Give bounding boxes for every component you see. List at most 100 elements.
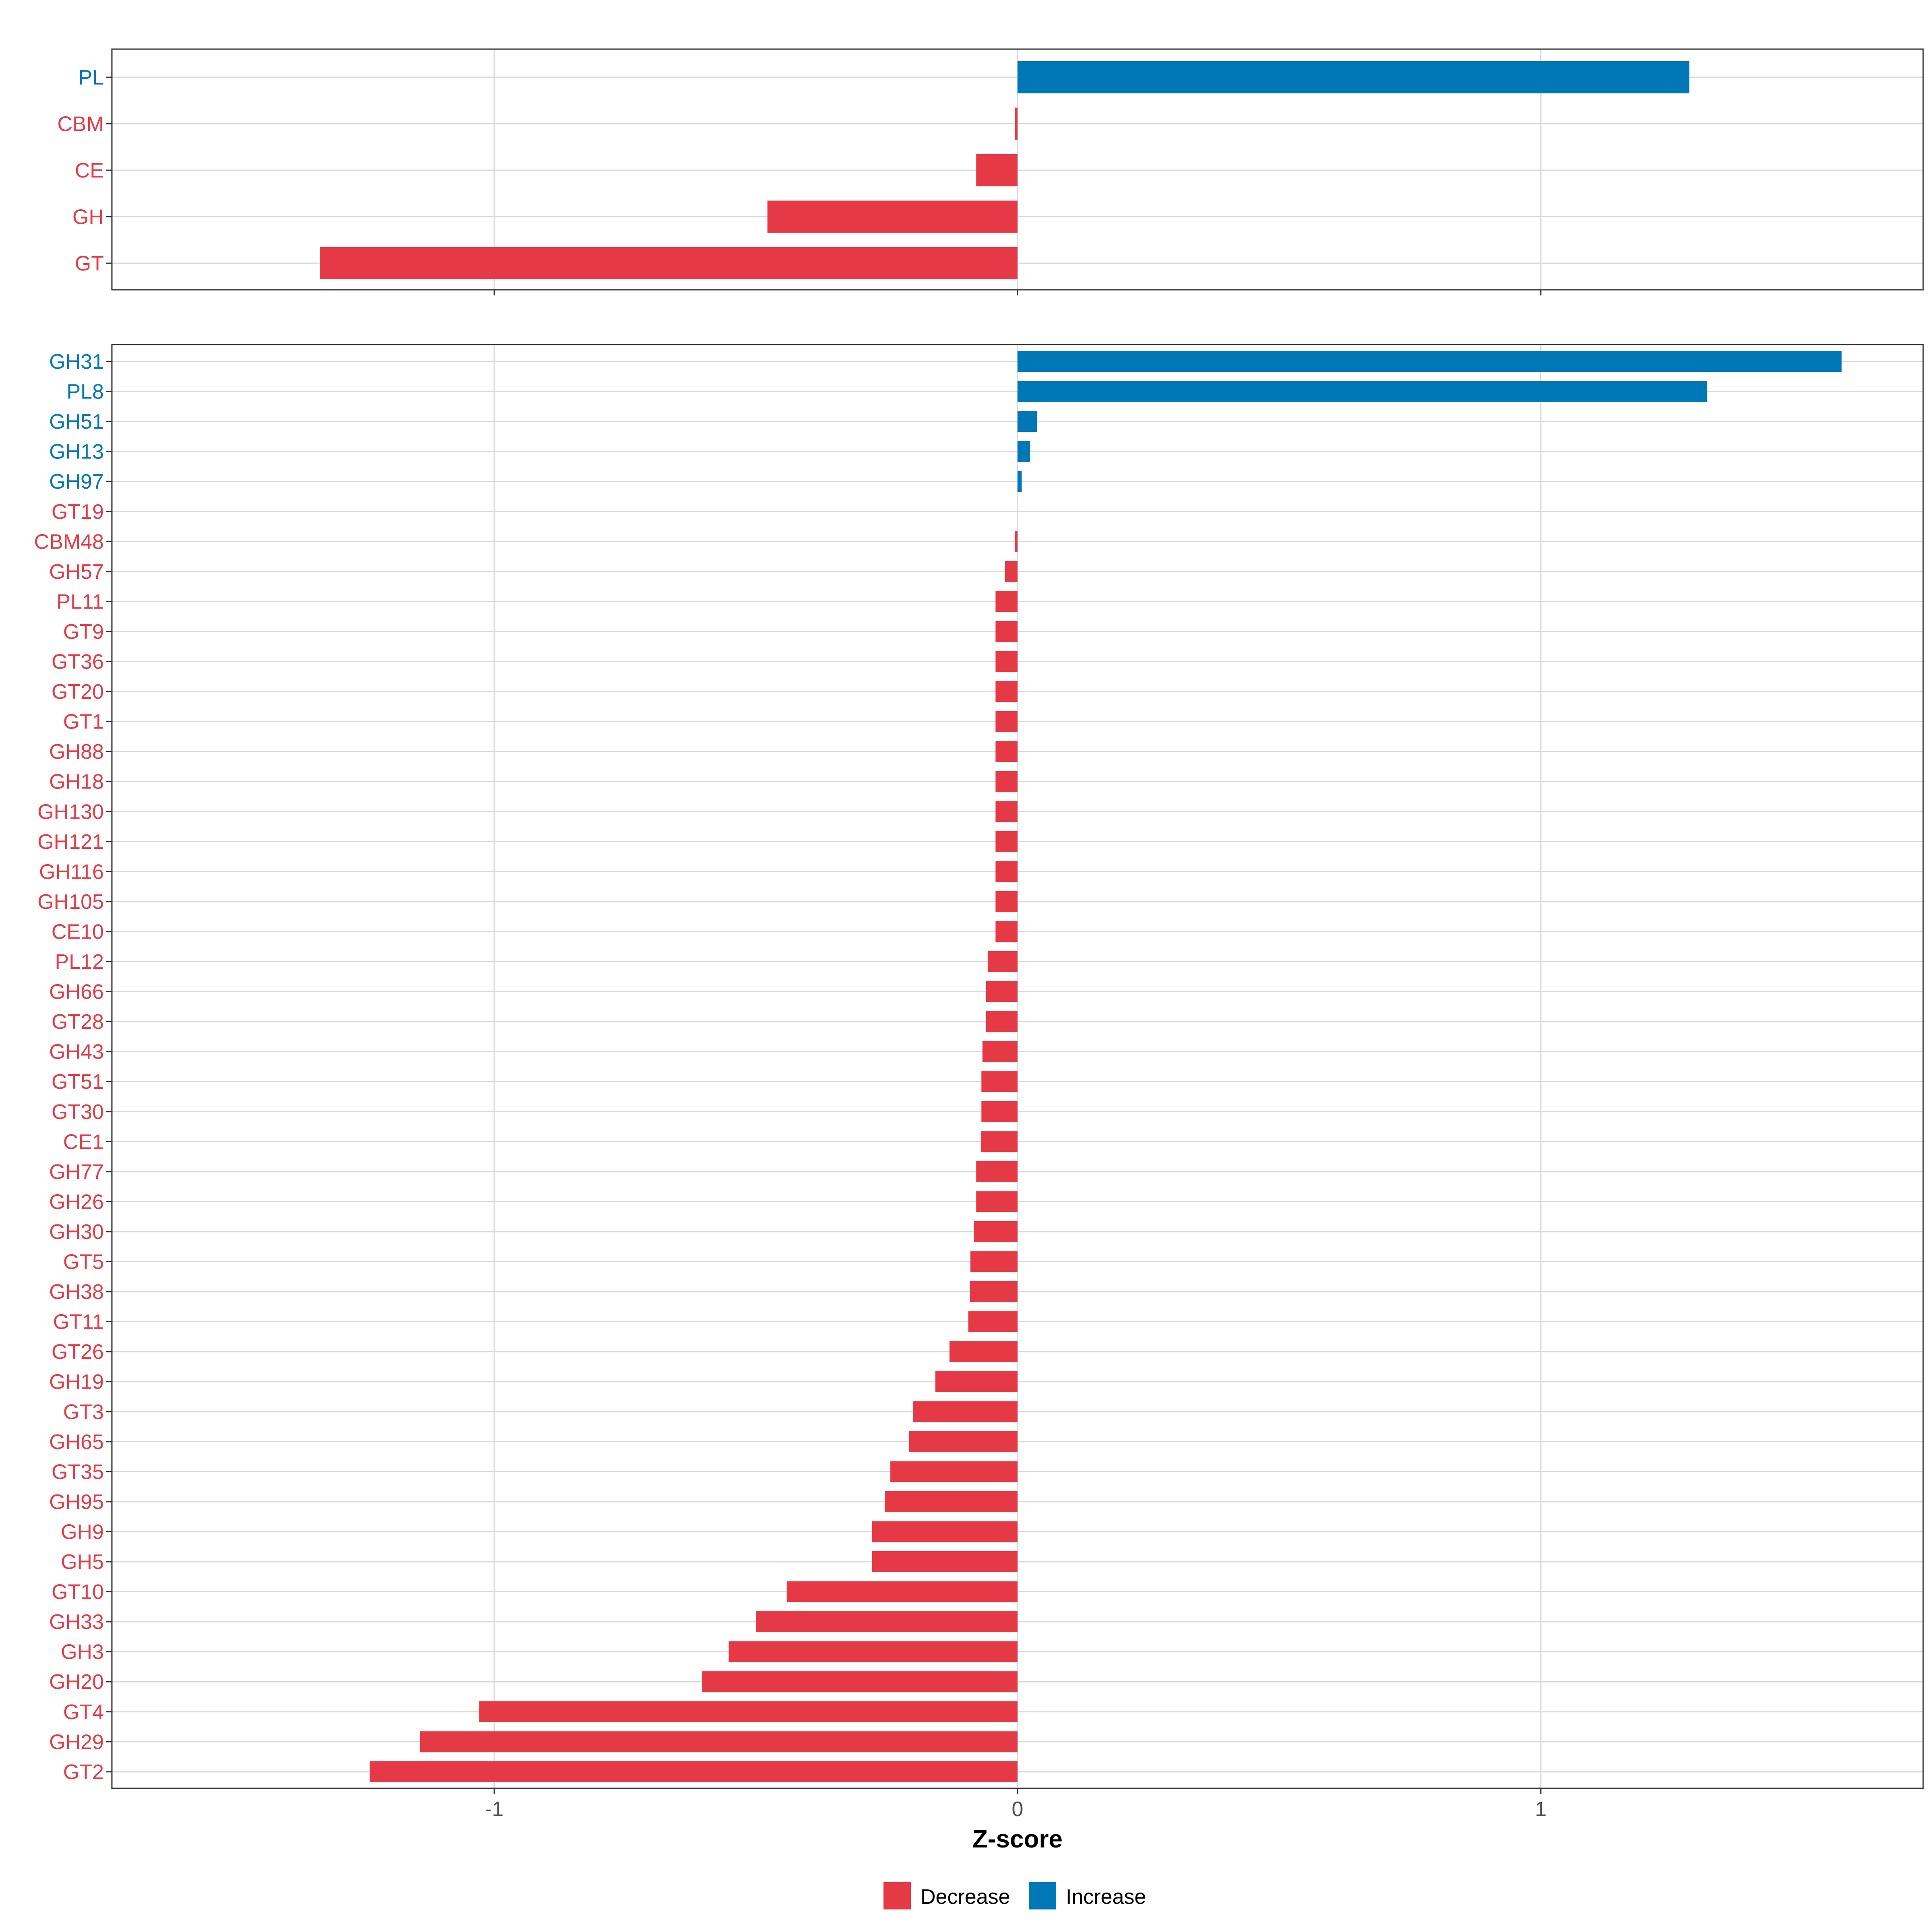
x-axis-title: Z-score <box>972 1825 1063 1853</box>
bar-gh66 <box>986 981 1018 1002</box>
legend: Decrease Increase <box>883 1882 1146 1909</box>
y-tick-label-ce1: CE1 <box>63 1130 104 1154</box>
bar-gt30 <box>981 1101 1018 1122</box>
y-tick-label-gh51: GH51 <box>49 410 104 433</box>
panel-subfamilies: GH31 PL8 GH51 GH13 GH97 GT19 CBM48 GH57 PL11 GT9 G… <box>34 344 1924 1794</box>
y-tick-label-gh95: GH95 <box>49 1490 104 1514</box>
bar-gt <box>320 247 1018 279</box>
y-tick-label-gh20: GH20 <box>49 1670 104 1694</box>
y-tick-label-gt: GT <box>75 252 104 275</box>
y-tick-label-gt30: GT30 <box>52 1100 104 1124</box>
y-tick-label-gh19: GH19 <box>49 1371 104 1394</box>
legend-key-decrease <box>883 1882 911 1909</box>
legend-label-decrease: Decrease <box>921 1885 1010 1909</box>
x-axis: -1 0 1 <box>485 1798 1547 1821</box>
y-tick-label-gh65: GH65 <box>49 1430 104 1454</box>
bar-gh26 <box>976 1191 1018 1212</box>
bar-gt4 <box>479 1701 1018 1722</box>
bar-gh43 <box>982 1041 1018 1062</box>
bar-gh13 <box>1018 441 1030 462</box>
y-tick-label-gt2: GT2 <box>63 1761 104 1784</box>
bar-gh31 <box>1018 351 1842 372</box>
bar-pl <box>1018 61 1690 93</box>
legend-key-increase <box>1029 1882 1056 1909</box>
y-tick-label-gt1: GT1 <box>63 710 104 734</box>
bar-gh95 <box>885 1491 1018 1512</box>
bar-ce <box>976 154 1018 186</box>
y-tick-label-gh121: GH121 <box>37 830 104 854</box>
y-tick-label-gt3: GT3 <box>63 1400 104 1424</box>
bar-gt20 <box>995 681 1018 702</box>
y-tick-label-gh57: GH57 <box>49 560 104 584</box>
bar-gt51 <box>981 1071 1018 1092</box>
bar-gh9 <box>872 1521 1018 1542</box>
bar-gt36 <box>995 651 1018 672</box>
y-tick-label-gh: GH <box>72 206 104 229</box>
bar-pl12 <box>987 951 1018 972</box>
y-tick-label-ce: CE <box>75 159 104 182</box>
y-tick-label-pl: PL <box>78 66 104 89</box>
legend-label-increase: Increase <box>1066 1885 1146 1909</box>
y-tick-label-gh116: GH116 <box>39 860 104 883</box>
y-tick-label-gt19: GT19 <box>52 500 104 524</box>
bar-ce1 <box>981 1131 1018 1152</box>
y-tick-label-pl11: PL11 <box>56 590 104 613</box>
y-tick-label-gh88: GH88 <box>49 740 104 764</box>
y-tick-label-gh13: GH13 <box>49 440 104 464</box>
y-tick-label-gh29: GH29 <box>49 1730 104 1754</box>
bar-gh20 <box>702 1671 1018 1693</box>
y-tick-label-ce10: CE10 <box>52 920 104 943</box>
bar-gh51 <box>1018 411 1037 432</box>
y-tick-label-gh38: GH38 <box>49 1280 104 1304</box>
y-tick-label-gh30: GH30 <box>49 1220 104 1244</box>
y-tick-label-gh105: GH105 <box>37 890 104 914</box>
y-tick-label-gh66: GH66 <box>49 980 104 1004</box>
y-tick-label-gt4: GT4 <box>63 1701 104 1724</box>
y-tick-label-gh97: GH97 <box>49 470 104 493</box>
bar-gt26 <box>949 1341 1018 1362</box>
y-tick-label-cbm: CBM <box>57 113 104 136</box>
bar-gh <box>767 200 1018 233</box>
bar-gh18 <box>995 771 1018 792</box>
bar-gt10 <box>786 1581 1018 1602</box>
y-tick-label-gt26: GT26 <box>52 1340 104 1364</box>
y-tick-label-gh5: GH5 <box>61 1550 104 1574</box>
y-tick-label-gt11: GT11 <box>53 1311 104 1334</box>
y-tick-label-gt36: GT36 <box>52 650 104 674</box>
bar-gt35 <box>890 1461 1018 1482</box>
bar-gh29 <box>420 1731 1018 1752</box>
panel-families: PL CBM CE GH GT <box>57 48 1924 295</box>
bar-gh65 <box>909 1431 1018 1452</box>
y-tick-label-gh43: GH43 <box>49 1040 104 1064</box>
x-tick-label: 1 <box>1535 1798 1547 1821</box>
bar-gh30 <box>974 1221 1018 1242</box>
y-tick-label-gh77: GH77 <box>49 1160 104 1184</box>
bar-gt9 <box>995 621 1018 642</box>
y-tick-label-gh18: GH18 <box>49 770 104 794</box>
bar-gh130 <box>995 801 1018 822</box>
bar-gt2 <box>369 1761 1018 1782</box>
y-tick-label-gt28: GT28 <box>52 1010 104 1034</box>
y-tick-label-cbm48: CBM48 <box>34 530 104 553</box>
bar-ce10 <box>995 921 1018 942</box>
bar-gh121 <box>995 831 1018 852</box>
bar-gh33 <box>756 1611 1018 1633</box>
bar-gh88 <box>995 741 1018 762</box>
y-tick-label-pl12: PL12 <box>55 950 104 974</box>
bar-gh3 <box>729 1641 1018 1662</box>
y-tick-label-gh3: GH3 <box>61 1641 104 1664</box>
bar-gh77 <box>976 1161 1018 1182</box>
y-tick-label-gt20: GT20 <box>52 680 104 704</box>
y-tick-label-gt5: GT5 <box>63 1251 104 1274</box>
bar-gh57 <box>1005 561 1018 582</box>
y-tick-label-gh9: GH9 <box>61 1520 104 1544</box>
y-tick-label-gt35: GT35 <box>52 1460 104 1484</box>
bar-gt5 <box>970 1251 1018 1272</box>
bar-gh38 <box>970 1281 1018 1302</box>
y-tick-label-gh33: GH33 <box>49 1610 104 1634</box>
bar-gt1 <box>995 711 1018 732</box>
bar-gh116 <box>995 861 1018 882</box>
x-tick-label: -1 <box>485 1798 504 1821</box>
x-tick-label: 0 <box>1012 1798 1024 1821</box>
